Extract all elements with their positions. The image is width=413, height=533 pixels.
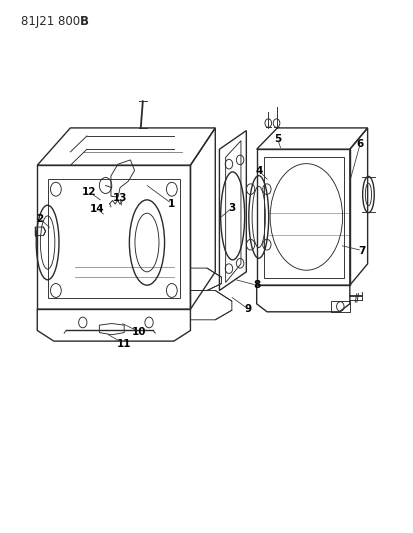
Text: 7: 7: [358, 246, 365, 255]
Text: 1: 1: [168, 199, 175, 208]
Text: 8: 8: [252, 280, 260, 290]
Text: B: B: [79, 15, 88, 28]
Text: 3: 3: [228, 203, 235, 213]
Text: 81J21 800: 81J21 800: [21, 15, 80, 28]
Text: 4: 4: [254, 166, 262, 175]
Text: 9: 9: [244, 304, 252, 314]
Text: 5: 5: [273, 134, 280, 143]
Text: 14: 14: [90, 204, 104, 214]
Text: 2: 2: [36, 214, 43, 223]
Text: 13: 13: [112, 193, 127, 203]
Text: 6: 6: [356, 139, 363, 149]
Text: 12: 12: [81, 187, 96, 197]
Text: 10: 10: [131, 327, 146, 336]
Text: 11: 11: [116, 339, 131, 349]
